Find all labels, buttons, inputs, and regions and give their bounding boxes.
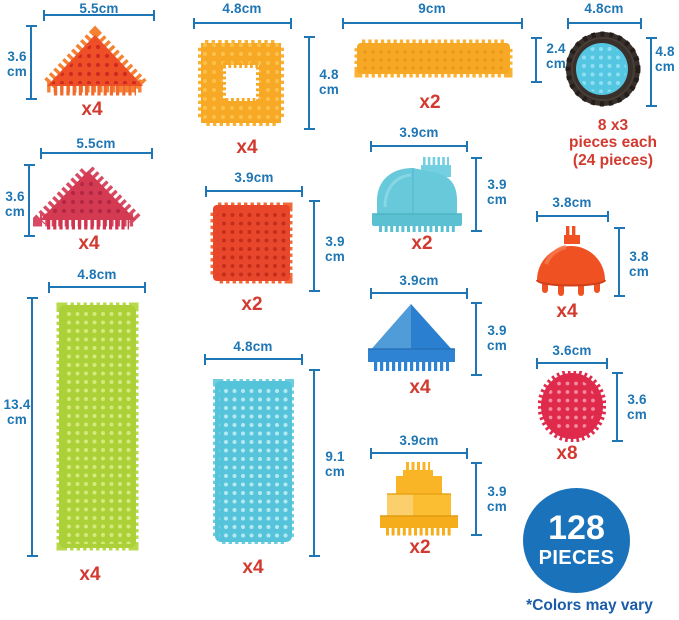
yellow-frame-height-line <box>302 36 317 131</box>
wheel-width-label: 4.8cm <box>584 1 624 16</box>
red-square-height-line <box>307 200 322 293</box>
yellow-bar-qty: x2 <box>419 92 441 113</box>
blue-rect-width-label: 4.8cm <box>233 339 273 354</box>
yellow-frame-width-line <box>193 16 293 31</box>
red-square-piece-icon <box>210 202 293 284</box>
green-rect-width-label: 4.8cm <box>77 267 117 282</box>
wheel-height-line <box>644 37 659 108</box>
orange-triangle-height-label: 3.6 cm <box>7 49 27 79</box>
blue-rect-width-line <box>204 352 304 367</box>
blue-rect-height-label: 9.1 cm <box>325 449 345 479</box>
yellow-frame-qty: x4 <box>236 137 258 158</box>
dome-piece-icon <box>536 226 606 296</box>
yellow-block-qty: x2 <box>409 537 431 558</box>
piece-count-label: PIECES <box>538 546 615 569</box>
colors-may-vary-footnote: *Colors may vary <box>526 597 653 614</box>
dome-height-label: 3.8 cm <box>629 249 649 279</box>
red-round-width-line <box>536 356 609 371</box>
pyramid-height-label: 3.9 cm <box>487 323 507 353</box>
half-cylinder-width-label: 3.9cm <box>399 125 439 140</box>
yellow-frame-height-label: 4.8 cm <box>319 67 339 97</box>
red-triangle-qty: x4 <box>78 233 100 254</box>
half-cylinder-height-label: 3.9 cm <box>487 177 507 207</box>
wheel-height-label: 4.8 cm <box>655 44 675 74</box>
red-triangle-piece-icon <box>33 162 143 230</box>
yellow-bar-height-label: 2.4 cm <box>546 41 566 71</box>
blue-rect-height-line <box>307 369 322 557</box>
dome-width-line <box>536 209 610 224</box>
dome-height-line <box>612 227 627 298</box>
red-round-piece-icon <box>538 371 606 442</box>
half-cylinder-width-line <box>370 139 469 154</box>
yellow-block-width-label: 3.9cm <box>399 433 439 448</box>
red-triangle-height-line <box>22 164 37 238</box>
half-cylinder-height-line <box>469 157 484 233</box>
yellow-frame-width-label: 4.8cm <box>222 1 262 16</box>
pyramid-piece-icon <box>368 304 455 371</box>
green-rect-width-line <box>48 280 147 295</box>
pyramid-qty: x4 <box>409 377 431 398</box>
red-triangle-width-line <box>40 146 153 161</box>
red-square-width-line <box>205 184 304 199</box>
red-round-width-label: 3.6cm <box>552 343 592 358</box>
yellow-block-height-line <box>469 462 484 537</box>
pyramid-width-label: 3.9cm <box>399 273 439 288</box>
wheel-piece-icon <box>565 31 641 107</box>
red-triangle-width-label: 5.5cm <box>76 136 116 151</box>
pyramid-height-line <box>469 302 484 377</box>
red-round-height-label: 3.6 cm <box>627 392 647 422</box>
half-cylinder-qty: x2 <box>411 233 433 254</box>
blue-rect-piece-icon <box>213 379 294 544</box>
green-rect-height-line <box>25 297 40 557</box>
orange-triangle-width-label: 5.5cm <box>79 1 119 16</box>
red-round-qty: x8 <box>556 443 578 464</box>
yellow-block-height-label: 3.9 cm <box>487 484 507 514</box>
half-cylinder-piece-icon <box>372 157 462 232</box>
red-round-height-line <box>610 372 625 443</box>
orange-triangle-piece-icon <box>40 25 150 96</box>
green-rect-height-label: 13.4 cm <box>3 397 31 427</box>
yellow-frame-piece-icon <box>198 40 284 126</box>
red-square-width-label: 3.9cm <box>234 170 274 185</box>
orange-triangle-width-line <box>43 8 155 23</box>
yellow-bar-piece-icon <box>354 39 513 78</box>
green-rect-piece-icon <box>56 302 139 551</box>
pyramid-width-line <box>370 286 469 301</box>
wheel-qty-note: 8 x3 pieces each (24 pieces) <box>569 117 657 169</box>
yellow-block-piece-icon <box>380 462 458 536</box>
red-square-qty: x2 <box>241 294 263 315</box>
blue-rect-qty: x4 <box>242 557 264 578</box>
red-square-height-label: 3.9 cm <box>325 234 345 264</box>
dome-width-label: 3.8cm <box>552 195 592 210</box>
green-rect-qty: x4 <box>79 564 101 585</box>
orange-triangle-qty: x4 <box>81 99 103 120</box>
wheel-width-line <box>567 16 643 31</box>
piece-count-value: 128 <box>548 509 605 548</box>
dome-qty: x4 <box>556 301 578 322</box>
yellow-bar-width-label: 9cm <box>418 1 446 16</box>
yellow-bar-height-line <box>529 37 544 84</box>
yellow-bar-width-line <box>342 16 523 31</box>
yellow-block-width-line <box>370 446 469 461</box>
red-triangle-height-label: 3.6 cm <box>5 189 25 219</box>
orange-triangle-height-line <box>24 25 39 101</box>
piece-count-badge: 128 PIECES <box>523 488 630 593</box>
